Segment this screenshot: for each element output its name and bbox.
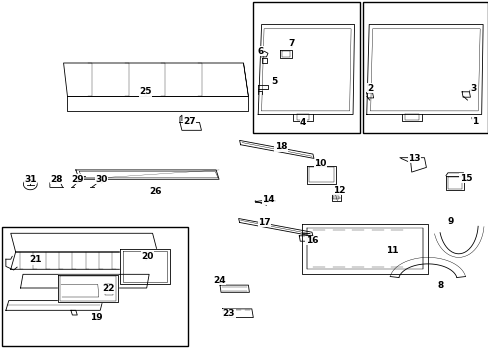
- Polygon shape: [120, 249, 170, 284]
- Text: 29: 29: [71, 175, 83, 184]
- Text: 25: 25: [139, 87, 152, 96]
- Text: 13: 13: [407, 154, 420, 163]
- Text: 3: 3: [469, 84, 475, 93]
- Text: 1: 1: [471, 117, 477, 126]
- Text: 22: 22: [102, 284, 115, 293]
- Text: 2: 2: [367, 84, 373, 93]
- Text: 17: 17: [258, 218, 270, 227]
- Text: 18: 18: [274, 142, 287, 151]
- Text: 26: 26: [149, 187, 162, 196]
- Text: 15: 15: [459, 174, 471, 183]
- Text: 5: 5: [271, 77, 277, 85]
- Bar: [363, 2, 487, 133]
- Text: 19: 19: [90, 313, 103, 322]
- Text: 16: 16: [305, 236, 318, 245]
- Text: 14: 14: [262, 195, 274, 204]
- Polygon shape: [58, 275, 118, 302]
- Text: 20: 20: [141, 252, 154, 261]
- Text: 6: 6: [257, 46, 263, 55]
- Text: 7: 7: [288, 40, 295, 49]
- Text: 30: 30: [95, 175, 108, 184]
- Text: 9: 9: [447, 217, 453, 226]
- Text: 31: 31: [24, 175, 37, 184]
- Text: 8: 8: [437, 281, 443, 289]
- Text: 28: 28: [50, 175, 62, 184]
- Text: 23: 23: [222, 310, 235, 319]
- Polygon shape: [6, 301, 102, 310]
- Text: 12: 12: [332, 186, 345, 194]
- Text: 27: 27: [183, 117, 196, 126]
- Polygon shape: [20, 274, 149, 288]
- Bar: [252, 2, 360, 133]
- Text: 4: 4: [299, 118, 306, 127]
- Text: 10: 10: [313, 159, 326, 168]
- Text: 11: 11: [385, 246, 398, 255]
- Text: 24: 24: [212, 276, 225, 284]
- Text: 21: 21: [29, 256, 41, 264]
- Bar: [2, 227, 188, 346]
